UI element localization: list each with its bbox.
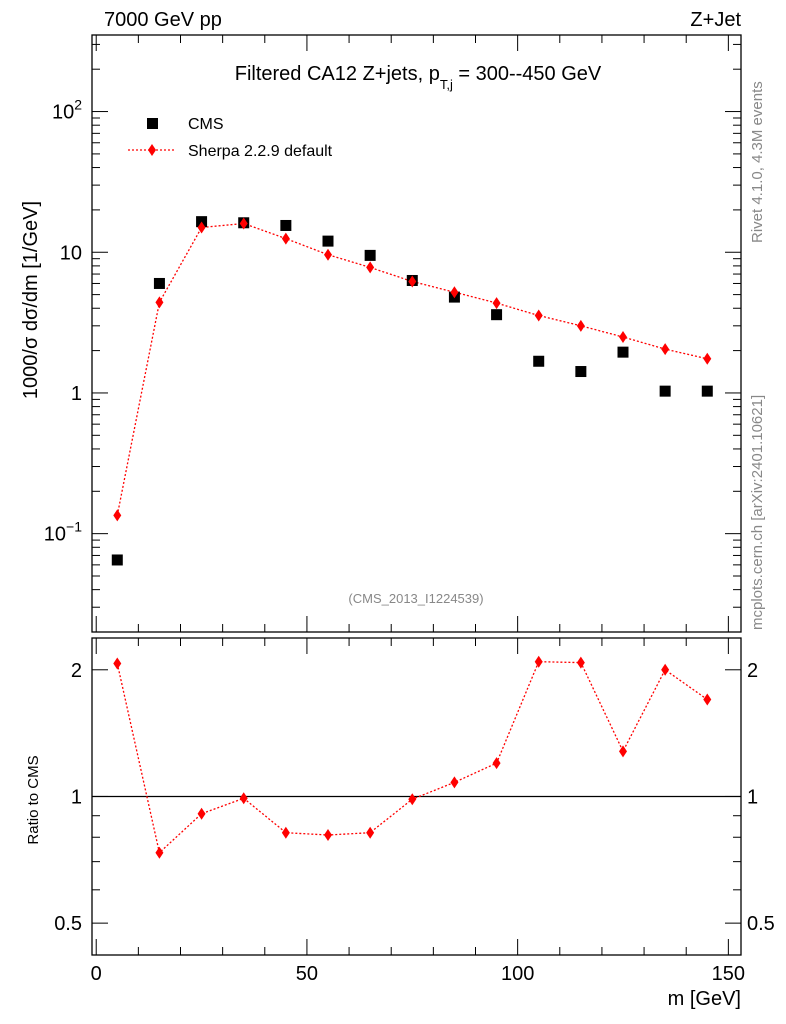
sherpa-point [324,248,332,261]
ratio-point [197,807,206,820]
ratio-point [492,757,501,770]
legend-sherpa-label: Sherpa 2.2.9 default [188,143,333,160]
ratio-y-tick-labels: 0.5 0.5 1 1 2 2 [54,660,775,935]
sherpa-point [408,275,417,288]
sherpa-point [155,296,164,309]
ratio-point [324,828,332,841]
ratio-point [576,656,585,669]
cms-point [533,355,545,367]
analysis-watermark: (CMS_2013_I1224539) [348,591,483,606]
main-y-tick-labels: 10−1 1 10 102 [44,97,82,546]
ratio-y-tick-label-right: 0.5 [747,913,775,935]
sherpa-line [116,222,708,516]
sherpa-point [281,232,290,245]
ratio-point [281,826,290,839]
legend-cms-marker [147,118,158,129]
cms-point [111,554,123,566]
process-label: Z+Jet [690,9,741,31]
ratio-y-axis-label: Ratio to CMS [25,755,42,844]
sherpa-point [619,330,627,343]
ratio-point [450,776,459,789]
sherpa-point [239,217,248,230]
sherpa-point [661,343,670,356]
x-tick-label: 50 [296,963,318,985]
ratio-y-tick-label-right: 2 [747,660,758,682]
ratio-line [116,661,708,854]
main-panel: 10−1 1 10 102 Filtered CA12 Z+jets, pT,j = … [20,34,742,633]
ratio-point [534,655,543,668]
ratio-frame [91,637,742,956]
title-subscript: T,j [440,77,453,92]
cms-point [322,235,334,247]
x-tick-label: 100 [501,963,534,985]
ratio-point [703,693,712,706]
sherpa-point [450,286,459,299]
cms-point [491,309,503,321]
main-y-tick-label: 10−1 [44,519,82,546]
cms-point [575,366,587,378]
main-title: Filtered CA12 Z+jets, pT,j = 300--450 Ge… [235,63,602,92]
main-y-tick-label: 10 [60,242,82,264]
ratio-point [155,846,164,859]
sherpa-point [197,221,206,234]
ratio-marks [113,655,712,859]
main-marks [111,216,713,566]
ratio-point [619,745,627,758]
ratio-y-tick-label-left: 2 [71,660,82,682]
ratio-panel: 0.5 0.5 1 1 2 2 0 50 100 150 Ratio to CMS m [GeV… [25,637,775,1010]
ratio-y-tick-label-left: 0.5 [54,913,82,935]
sherpa-point [366,261,375,274]
ratio-point [113,657,122,670]
legend-cms-label: CMS [188,116,224,133]
ratio-point [661,663,670,676]
sherpa-point [492,297,501,310]
main-y-tick-label: 102 [52,97,82,124]
cms-point [659,385,671,397]
sherpa-point [576,319,585,332]
ratio-point [239,792,248,805]
sherpa-point [113,509,122,522]
source-label: mcplots.cern.ch [arXiv:2401.10621] [749,395,766,630]
x-tick-label: 0 [91,963,102,985]
x-tick-labels: 0 50 100 150 [91,963,745,985]
rivet-label: Rivet 4.1.0, 4.3M events [749,81,766,243]
main-frame [91,34,742,633]
ratio-y-tick-label-right: 1 [747,786,758,808]
main-y-tick-label: 1 [71,383,82,405]
cms-point [617,346,629,358]
ratio-point [408,793,417,806]
sherpa-point [703,352,712,365]
ratio-y-tick-label-left: 1 [71,786,82,808]
energy-label: 7000 GeV pp [104,9,222,31]
cms-point [701,385,713,397]
ratio-point [366,826,375,839]
legend: CMS Sherpa 2.2.9 default [128,116,333,160]
x-tick-label: 150 [712,963,745,985]
x-axis-label: m [GeV] [668,988,741,1010]
cms-point [153,277,165,289]
cms-point [364,249,376,261]
main-y-axis-label: 1000/σ dσ/dm [1/GeV] [20,201,42,399]
sherpa-point [534,309,543,322]
cms-point [280,219,292,231]
main-ticks [92,35,741,633]
title-rest: = 300--450 GeV [453,63,602,85]
legend-sherpa-marker [148,144,156,156]
title-main: Filtered CA12 Z+jets, p [235,63,440,85]
